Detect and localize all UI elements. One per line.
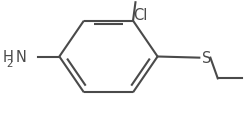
Text: S: S (202, 51, 211, 66)
Text: Cl: Cl (133, 8, 148, 23)
Text: 2: 2 (6, 59, 13, 69)
Text: N: N (15, 50, 26, 64)
Text: H: H (3, 50, 14, 64)
